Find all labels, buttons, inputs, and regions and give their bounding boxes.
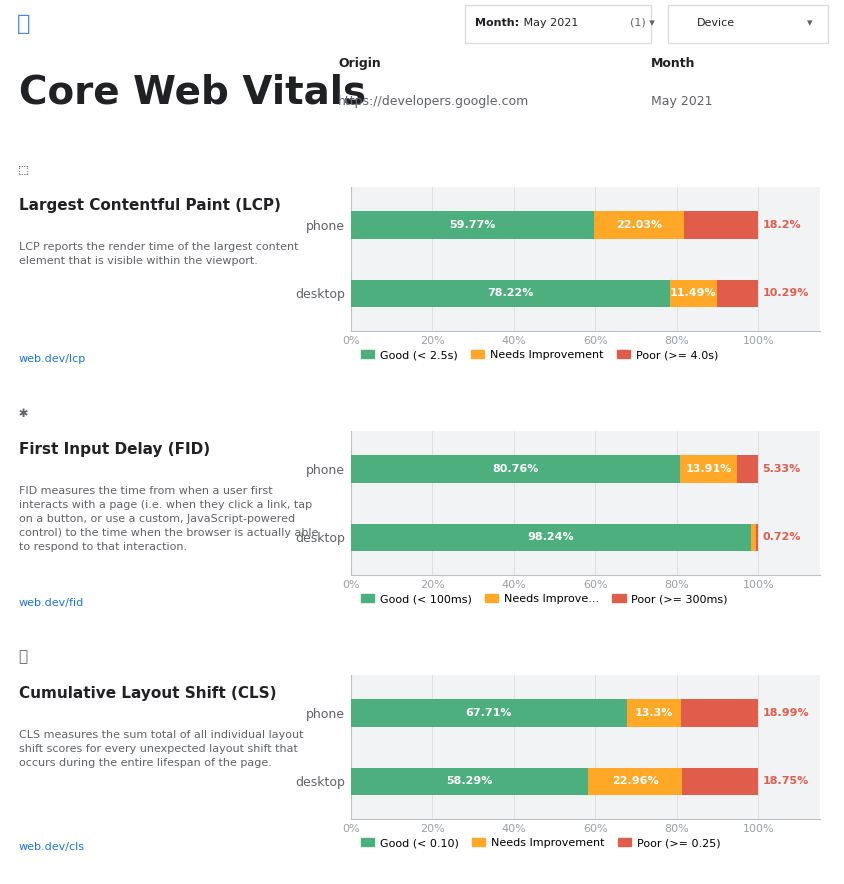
Bar [350,767,587,795]
Text: web.dev/lcp: web.dev/lcp [19,354,86,364]
Text: ✱: ✱ [19,405,28,420]
Bar [593,211,684,239]
Text: 18.2%: 18.2% [761,220,800,230]
Bar [684,211,758,239]
Text: Largest Contentful Paint (LCP): Largest Contentful Paint (LCP) [19,198,280,213]
Text: 67.71%: 67.71% [465,708,511,718]
Text: Cumulative Layout Shift (CLS): Cumulative Layout Shift (CLS) [19,686,276,701]
Bar [350,279,668,307]
Text: 5.33%: 5.33% [761,464,800,474]
Text: First Input Delay (FID): First Input Delay (FID) [19,442,209,457]
Bar [681,767,758,795]
Text: (1) ▾: (1) ▾ [629,18,653,28]
Legend: Good (< 2.5s), Needs Improvement, Poor (>= 4.0s): Good (< 2.5s), Needs Improvement, Poor (… [360,350,717,361]
Bar [350,523,750,551]
Text: 18.75%: 18.75% [761,776,808,786]
Text: Core Web Vitals: Core Web Vitals [19,74,365,112]
Text: May 2021: May 2021 [650,95,711,108]
Legend: Good (< 0.10), Needs Improvement, Poor (>= 0.25): Good (< 0.10), Needs Improvement, Poor (… [360,838,719,849]
Text: 13.91%: 13.91% [684,464,731,474]
Text: https://developers.google.com: https://developers.google.com [338,95,528,108]
Text: ▾: ▾ [806,18,812,28]
Bar [716,279,758,307]
Text: Origin: Origin [338,57,381,70]
Bar [350,699,626,727]
Text: 78.22%: 78.22% [486,288,533,298]
Bar [350,455,679,483]
FancyBboxPatch shape [464,4,650,43]
Text: May 2021: May 2021 [519,18,577,28]
Text: 0.72%: 0.72% [761,532,800,542]
Text: Device: Device [696,18,734,28]
Bar [750,523,755,551]
Text: Month:: Month: [474,18,518,28]
FancyBboxPatch shape [667,4,827,43]
Bar [680,699,758,727]
Legend: Good (< 100ms), Needs Improve..., Poor (>= 300ms): Good (< 100ms), Needs Improve..., Poor (… [360,594,727,605]
Text: ⧉: ⧉ [17,14,30,34]
Text: FID measures the time from when a user first
interacts with a page (i.e. when th: FID measures the time from when a user f… [19,486,317,552]
Bar [587,767,681,795]
Text: 22.96%: 22.96% [611,776,657,786]
Text: web.dev/fid: web.dev/fid [19,598,84,608]
Text: LCP reports the render time of the largest content
element that is visible withi: LCP reports the render time of the large… [19,242,298,266]
Text: 58.29%: 58.29% [446,776,492,786]
Text: 59.77%: 59.77% [449,220,495,230]
Text: 98.24%: 98.24% [527,532,574,542]
Text: 13.3%: 13.3% [634,708,673,718]
Bar [626,699,680,727]
Text: ⬚: ⬚ [19,161,28,176]
Text: Month: Month [650,57,695,70]
Text: 80.76%: 80.76% [491,464,538,474]
Bar [350,211,593,239]
Text: CLS measures the sum total of all individual layout
shift scores for every unexp: CLS measures the sum total of all indivi… [19,730,303,768]
Text: 22.03%: 22.03% [615,220,662,230]
Text: ⤒: ⤒ [19,649,28,664]
Bar [668,279,716,307]
Text: 10.29%: 10.29% [761,288,808,298]
Text: web.dev/cls: web.dev/cls [19,842,84,852]
Text: 11.49%: 11.49% [669,288,716,298]
Bar [736,455,758,483]
Bar [679,455,736,483]
Bar [755,523,758,551]
Text: 18.99%: 18.99% [761,708,809,718]
